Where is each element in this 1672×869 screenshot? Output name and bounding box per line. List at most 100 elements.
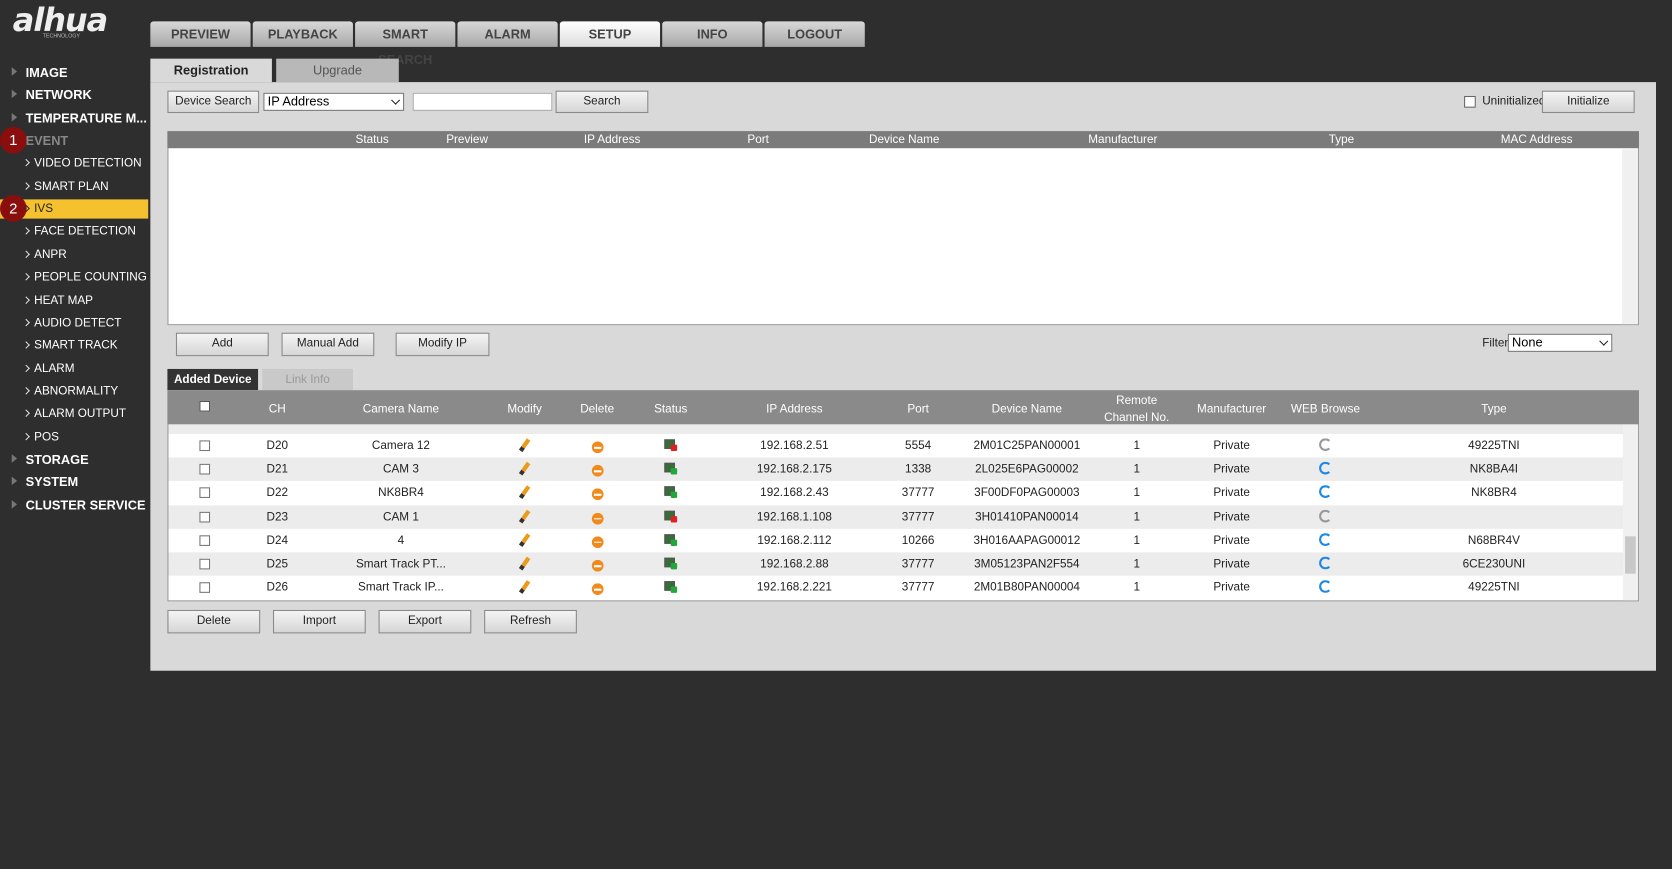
menu-item[interactable]: IVS — [34, 202, 54, 216]
button[interactable]: Refresh — [484, 609, 577, 634]
web-icon[interactable] — [1319, 556, 1332, 570]
menu-item[interactable]: TEMPERATURE M... — [25, 110, 147, 126]
chevron — [22, 250, 30, 258]
status-mark — [670, 515, 678, 523]
nav-tab[interactable]: LOGOUT — [764, 21, 865, 47]
menu-item[interactable]: ANPR — [34, 248, 67, 262]
status-icon — [664, 510, 675, 520]
menu-item[interactable]: SMART PLAN — [34, 179, 109, 193]
menu-item[interactable]: ABNORMALITY — [34, 384, 119, 398]
menu-item[interactable]: NETWORK — [25, 87, 92, 103]
button[interactable]: Search — [555, 90, 649, 114]
menu-item[interactable]: SMART TRACK — [34, 339, 118, 353]
chevron — [22, 409, 30, 418]
device-tab[interactable]: Link Info — [262, 368, 353, 391]
menu-item[interactable]: VIDEO DETECTION — [34, 157, 142, 170]
table-frame — [167, 131, 1639, 326]
button[interactable]: Import — [272, 609, 366, 634]
table-header — [167, 131, 1639, 149]
menu-item[interactable]: FACE DETECTION — [34, 225, 136, 239]
table-cell: 1 — [1133, 510, 1140, 524]
nav-tab[interactable]: SMART SEARCH — [355, 21, 456, 67]
logo-tagline: TECHNOLOGY — [42, 33, 80, 40]
nav-tab[interactable]: PLAYBACK — [252, 21, 353, 47]
sub-tab[interactable]: Upgrade — [276, 58, 399, 83]
table-cell: 6CE230UNI — [1462, 557, 1526, 571]
device-tab[interactable]: Added Device — [167, 368, 259, 391]
table-cell: NK8BA4I — [1469, 462, 1519, 476]
column-header: Device Name — [991, 403, 1063, 416]
checkbox[interactable] — [199, 582, 211, 594]
select[interactable]: None — [1507, 333, 1613, 352]
menu-item[interactable]: PEOPLE COUNTING — [34, 270, 147, 284]
column-header: Type — [1328, 133, 1355, 147]
nav-tab[interactable]: ALARM — [457, 21, 558, 47]
column-header: Preview — [446, 133, 488, 147]
table-cell: 192.168.2.51 — [760, 439, 829, 453]
web-icon[interactable] — [1319, 509, 1332, 523]
menu-item[interactable]: HEAT MAP — [34, 293, 94, 307]
checkbox[interactable] — [199, 558, 211, 570]
nav-tab[interactable]: INFO — [662, 21, 763, 47]
menu-item[interactable]: IMAGE — [25, 65, 68, 80]
web-icon[interactable] — [1319, 580, 1332, 594]
status-mark — [670, 468, 678, 475]
menu-item[interactable]: ALARM — [34, 362, 75, 375]
nav-tab[interactable]: PREVIEW — [150, 21, 251, 47]
table-cell: 1338 — [905, 462, 932, 476]
table-cell: 3M05123PAN2F554 — [974, 557, 1080, 571]
table-cell: NK8BR4 — [378, 486, 424, 500]
button[interactable]: Device Search — [167, 90, 260, 114]
button[interactable]: Initialize — [1541, 90, 1635, 114]
text-input[interactable] — [412, 92, 553, 111]
checkbox[interactable] — [199, 487, 211, 499]
button[interactable]: Manual Add — [281, 332, 375, 357]
button[interactable]: Modify IP — [395, 332, 490, 357]
column-header: Status — [355, 133, 389, 147]
status-icon — [664, 581, 675, 591]
button[interactable]: Delete — [167, 609, 261, 634]
table-cell: 37777 — [901, 510, 935, 524]
web-icon[interactable] — [1319, 485, 1332, 499]
delete-bar — [593, 565, 602, 567]
web-icon[interactable] — [1319, 532, 1332, 546]
checkbox[interactable] — [199, 511, 211, 523]
status-icon — [664, 557, 675, 568]
checkbox[interactable] — [199, 464, 211, 475]
checkbox-label: Uninitialized — [1482, 94, 1546, 108]
triangle — [11, 454, 18, 463]
column-header: Manufacturer — [1197, 403, 1267, 416]
menu-item[interactable]: AUDIO DETECT — [34, 316, 122, 330]
table-cell: Private — [1213, 510, 1250, 524]
web-icon[interactable] — [1319, 438, 1332, 452]
table-row — [168, 576, 1623, 600]
column-header: Remote Channel No. — [1104, 394, 1170, 425]
table-cell: 1 — [1133, 439, 1140, 453]
checkbox[interactable] — [199, 535, 211, 546]
menu-item[interactable]: SYSTEM — [25, 474, 79, 490]
table-cell: Private — [1213, 439, 1250, 453]
table-cell: 4 — [397, 534, 405, 547]
nav-tab[interactable]: SETUP — [559, 21, 661, 47]
button[interactable]: Add — [175, 332, 269, 357]
button[interactable]: Export — [378, 609, 472, 634]
checkbox[interactable] — [1464, 95, 1476, 108]
checkbox[interactable] — [199, 440, 211, 452]
table-cell: CAM 1 — [383, 510, 419, 524]
active-highlight — [0, 199, 149, 219]
web-icon[interactable] — [1319, 461, 1332, 475]
menu-item[interactable]: POS — [34, 430, 59, 444]
triangle — [11, 499, 18, 509]
menu-item[interactable]: CLUSTER SERVICE — [25, 497, 146, 513]
table-cell: 192.168.2.175 — [756, 462, 832, 476]
checkbox[interactable] — [199, 400, 211, 412]
column-header: Type — [1481, 403, 1507, 416]
menu-item[interactable]: EVENT — [25, 133, 69, 149]
chevron — [22, 273, 30, 281]
table-cell: 1 — [1133, 534, 1140, 547]
sub-tab[interactable]: Registration — [150, 58, 272, 83]
select[interactable]: IP Address — [263, 92, 405, 111]
menu-item[interactable]: ALARM OUTPUT — [34, 407, 127, 421]
menu-item[interactable]: STORAGE — [25, 452, 89, 467]
